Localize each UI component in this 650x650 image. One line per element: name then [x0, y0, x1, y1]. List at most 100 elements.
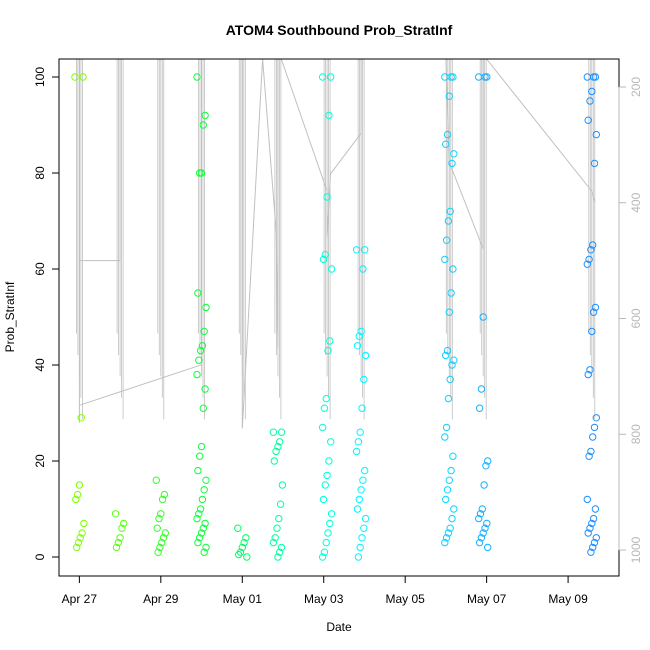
data-point	[352, 447, 361, 456]
y2-tick-label: 1000	[629, 536, 643, 563]
data-point	[448, 361, 456, 369]
data-point	[584, 116, 592, 124]
data-point	[359, 265, 367, 273]
data-point	[202, 476, 210, 484]
data-point	[321, 250, 329, 259]
data-point	[589, 433, 597, 441]
data-point	[446, 375, 454, 384]
data-point	[75, 481, 84, 489]
data-point	[318, 423, 327, 432]
secondary-line-layer	[76, 58, 596, 429]
data-point	[318, 73, 327, 81]
data-point	[583, 260, 591, 268]
data-point	[477, 385, 486, 393]
data-point	[480, 481, 488, 489]
data-point	[324, 529, 332, 537]
y-axis-label: Prob_StratInf	[3, 281, 17, 352]
x-axis: Apr 27 Apr 29 May 01 May 03 May 05 May 07 May …	[62, 575, 588, 606]
data-point	[319, 495, 328, 504]
data-point	[592, 130, 600, 139]
data-point	[588, 87, 596, 96]
data-point	[193, 514, 201, 523]
data-point	[199, 524, 208, 532]
data-point	[275, 514, 283, 523]
x-tick-label: May 03	[304, 592, 344, 606]
data-point	[321, 481, 329, 489]
data-point	[78, 529, 86, 537]
data-point	[592, 414, 600, 422]
data-point	[195, 356, 203, 364]
data-point	[591, 505, 600, 513]
data-point	[199, 121, 208, 129]
data-point	[269, 538, 278, 547]
data-point	[234, 524, 242, 532]
data-point	[74, 538, 83, 547]
data-point	[194, 289, 202, 297]
data-point	[319, 255, 328, 264]
y2-tick-label: 400	[629, 192, 643, 212]
data-point	[360, 375, 368, 384]
data-point	[161, 529, 170, 537]
data-point	[449, 265, 457, 273]
data-point	[357, 327, 365, 336]
data-point	[156, 543, 164, 552]
data-point	[116, 534, 124, 542]
data-point	[201, 385, 209, 393]
x-axis-label: Date	[326, 620, 352, 634]
data-point	[323, 471, 331, 480]
data-point	[160, 490, 169, 499]
data-point	[361, 351, 370, 360]
data-point	[157, 510, 165, 518]
data-point	[194, 466, 202, 475]
data-point	[586, 524, 594, 532]
data-point	[444, 394, 453, 403]
data-point	[448, 159, 456, 168]
data-point	[198, 342, 207, 350]
data-point	[112, 543, 121, 552]
data-point	[201, 519, 209, 528]
data-point	[273, 524, 281, 532]
data-point	[202, 543, 210, 552]
data-point	[276, 500, 285, 508]
data-point	[355, 495, 363, 504]
data-point	[269, 428, 278, 436]
data-point	[79, 73, 87, 81]
data-point	[77, 414, 85, 422]
data-point	[449, 452, 457, 460]
data-point	[358, 404, 366, 412]
data-point	[588, 519, 596, 528]
data-point	[272, 447, 280, 456]
data-point	[200, 486, 208, 494]
data-point	[441, 255, 449, 264]
data-point	[196, 505, 205, 513]
data-point	[587, 246, 595, 254]
data-point	[589, 514, 598, 523]
data-point	[114, 538, 123, 547]
data-point	[195, 510, 203, 518]
data-point	[587, 548, 595, 556]
data-point	[274, 442, 282, 451]
data-point	[442, 495, 450, 504]
data-point	[196, 534, 204, 542]
data-point	[450, 150, 458, 158]
data-point	[447, 289, 455, 297]
data-point	[441, 538, 449, 547]
data-point	[479, 313, 487, 321]
data-point	[159, 534, 168, 542]
data-point	[444, 529, 453, 537]
data-point	[482, 462, 490, 470]
data-point	[155, 514, 163, 523]
data-point	[479, 529, 487, 537]
data-point	[277, 543, 286, 552]
data-point	[361, 514, 370, 523]
data-point	[450, 356, 458, 364]
y-tick-label: 60	[33, 262, 47, 276]
data-point	[590, 423, 599, 432]
data-point	[236, 548, 245, 556]
data-point	[76, 534, 85, 542]
data-point	[353, 505, 362, 513]
data-point	[354, 553, 363, 561]
y2-tick-label: 200	[629, 77, 643, 97]
data-point	[276, 438, 284, 446]
